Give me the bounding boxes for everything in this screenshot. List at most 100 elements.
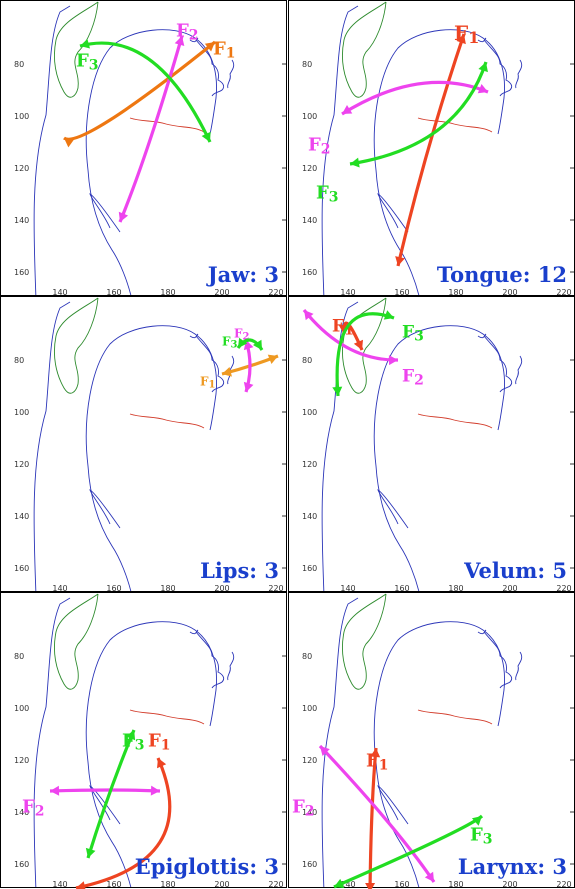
- y-tick-label: 140: [14, 216, 29, 225]
- y-tick-label: 160: [302, 860, 317, 869]
- factor-arrow-f1: F1: [395, 21, 479, 267]
- y-tick-label: 120: [302, 164, 317, 173]
- x-tick-label: 160: [106, 880, 121, 889]
- x-tick-label: 200: [502, 880, 517, 889]
- arrow-head: [471, 816, 482, 826]
- x-tick-label: 140: [340, 288, 355, 297]
- x-tick-label: 220: [556, 584, 571, 593]
- panel-tongue: 80 100 120 140 160 140 160 180 200 220 F1 F2 F3 Tongu…: [288, 0, 575, 297]
- y-tick-label: 80: [302, 60, 312, 69]
- y-tick-label: 100: [302, 408, 317, 417]
- y-tick-label: 100: [302, 704, 317, 713]
- factor-label: F3: [222, 335, 238, 351]
- factor-label: F2: [308, 134, 331, 157]
- y-tick-label: 120: [14, 164, 29, 173]
- arrow-head: [350, 157, 360, 168]
- arrow-head: [64, 138, 75, 148]
- factor-label: F1: [200, 375, 216, 391]
- factor-label: F3: [122, 730, 145, 753]
- arrow-head: [238, 337, 248, 348]
- x-tick-label: 180: [160, 880, 175, 889]
- panel-larynx: 80 100 120 140 160 140 160 180 200 220 F1 F2 F3 Laryn…: [288, 592, 575, 889]
- y-tick-label: 120: [302, 756, 317, 765]
- arrow-head: [243, 381, 254, 392]
- y-tick-label: 160: [14, 860, 29, 869]
- y-tick-label: 80: [302, 356, 312, 365]
- arrow-head: [365, 882, 376, 889]
- arrow-head: [477, 83, 488, 94]
- x-tick-label: 160: [106, 584, 121, 593]
- factor-arrow-f1: F1: [75, 730, 172, 889]
- x-tick-label: 180: [160, 288, 175, 297]
- arrow-head: [424, 871, 434, 882]
- factor-arrow-f2: F2: [308, 80, 489, 157]
- factor-arrow-shaft: [118, 35, 184, 223]
- y-tick-label: 100: [302, 112, 317, 121]
- factor-label: F2: [176, 20, 199, 43]
- panel-label: Larynx: 3: [458, 854, 567, 879]
- factor-label: F1: [213, 38, 236, 61]
- x-tick-label: 200: [214, 584, 229, 593]
- y-tick-label: 80: [14, 652, 24, 661]
- arrow-head: [174, 36, 185, 47]
- y-tick-label: 140: [14, 512, 29, 521]
- y-tick-label: 100: [14, 112, 29, 121]
- y-tick-label: 120: [302, 460, 317, 469]
- arrow-head: [76, 881, 86, 889]
- y-tick-label: 100: [14, 408, 29, 417]
- y-tick-label: 140: [302, 216, 317, 225]
- arrow-head: [252, 339, 262, 350]
- factor-arrow-f2: F2: [118, 20, 199, 223]
- arrow-head: [50, 785, 60, 796]
- x-tick-label: 220: [268, 584, 283, 593]
- vocal-tract-outline: [33, 297, 235, 591]
- y-tick-label: 140: [302, 512, 317, 521]
- y-tick-label: 80: [14, 356, 24, 365]
- x-tick-label: 180: [160, 584, 175, 593]
- palate-outline: [341, 593, 387, 690]
- panel-label: Jaw: 3: [206, 262, 279, 287]
- panel-frame: [288, 592, 575, 888]
- factor-arrow-f3: F3: [85, 729, 145, 859]
- factor-arrow-f3: F3: [316, 61, 488, 205]
- factor-arrow-f3: F3: [222, 335, 264, 351]
- x-tick-label: 220: [556, 880, 571, 889]
- factor-arrow-shaft: [341, 80, 489, 116]
- x-tick-label: 140: [52, 584, 67, 593]
- y-tick-label: 160: [14, 268, 29, 277]
- factor-label: F1: [454, 21, 479, 47]
- factor-arrow-shaft: [318, 744, 436, 883]
- y-tick-label: 80: [302, 652, 312, 661]
- arrow-head: [342, 105, 353, 114]
- x-tick-label: 180: [448, 880, 463, 889]
- x-tick-label: 140: [52, 288, 67, 297]
- arrow-head: [85, 847, 96, 858]
- arrow-head: [204, 42, 215, 52]
- panel-frame: [0, 592, 287, 888]
- factor-label: F2: [292, 796, 315, 819]
- arrow-head: [125, 730, 136, 741]
- factor-label: F3: [76, 50, 99, 73]
- panel-label: Velum: 5: [463, 558, 567, 583]
- arrow-head: [320, 746, 330, 756]
- panel-velum: 80 100 120 140 160 140 160 180 200 220 F1 F2 F3 Velum…: [288, 296, 575, 593]
- arrow-head: [118, 211, 129, 222]
- factor-arrow-shaft: [75, 757, 172, 889]
- vocal-tract-outline: [321, 593, 523, 887]
- arrow-head: [222, 366, 232, 377]
- arrow-head: [334, 878, 345, 888]
- x-tick-label: 160: [394, 880, 409, 889]
- panel-frame: [288, 296, 575, 592]
- y-tick-label: 80: [14, 60, 24, 69]
- panel-label: Epiglottis: 3: [135, 854, 279, 879]
- lip-outline: [129, 413, 205, 429]
- arrow-head: [388, 355, 398, 366]
- x-tick-label: 180: [448, 584, 463, 593]
- factor-arrow-f2: F2: [292, 744, 436, 883]
- arrow-head: [370, 748, 381, 758]
- palate-outline: [53, 297, 99, 394]
- arrow-head: [150, 785, 160, 796]
- x-tick-label: 180: [448, 288, 463, 297]
- y-tick-label: 140: [14, 808, 29, 817]
- arrow-head: [395, 256, 405, 266]
